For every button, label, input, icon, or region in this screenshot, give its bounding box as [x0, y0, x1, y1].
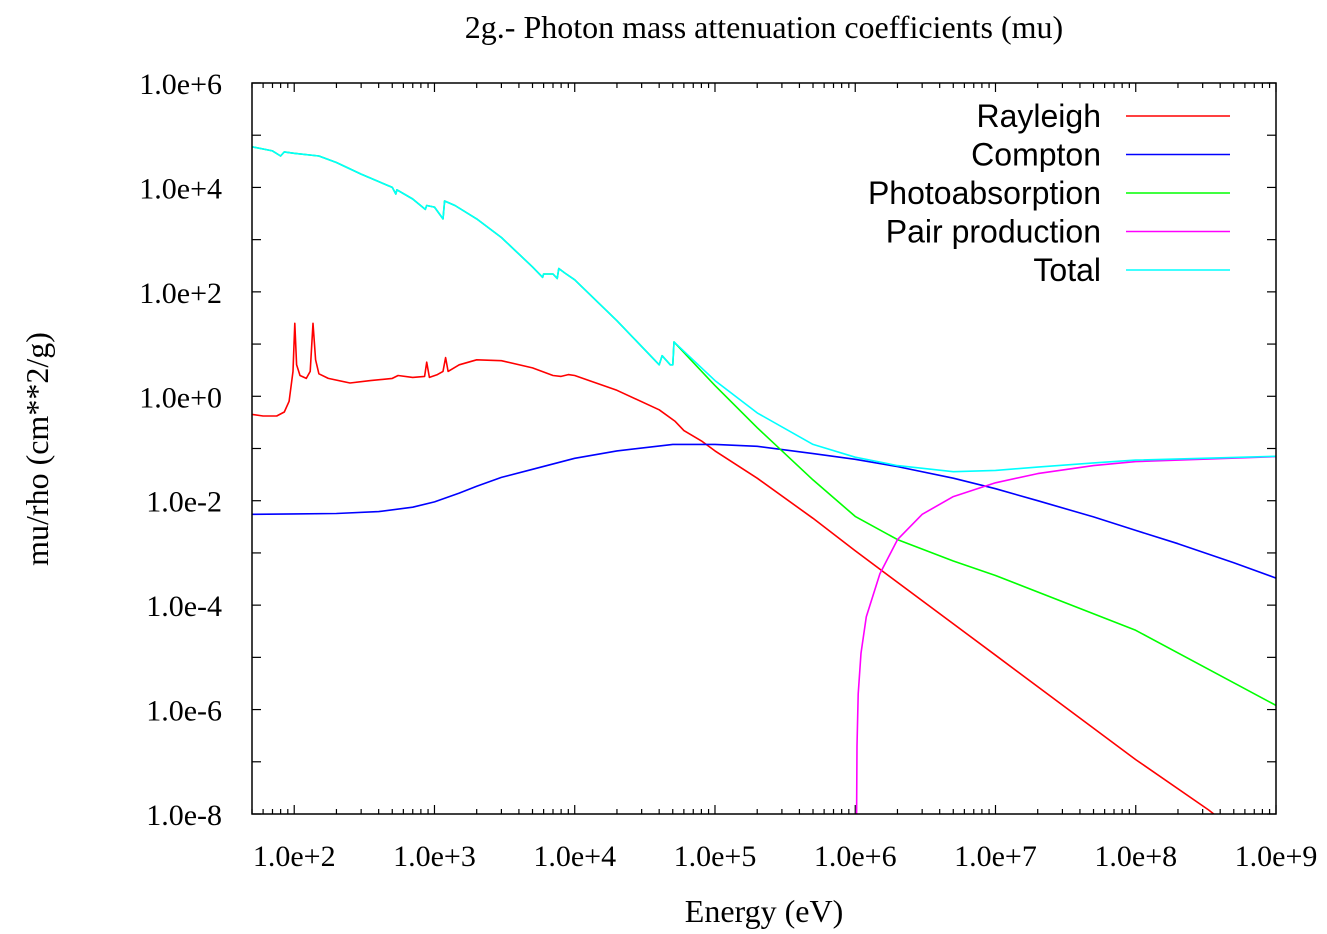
legend-label-photoabsorption: Photoabsorption — [868, 175, 1101, 211]
x-tick-label: 1.0e+3 — [393, 840, 476, 873]
series-line-total — [252, 146, 1276, 473]
y-tick-label: 1.0e+4 — [139, 172, 222, 205]
y-tick-label: 1.0e+2 — [139, 277, 222, 310]
x-axis-label: Energy (eV) — [685, 893, 843, 929]
tick-labels: 1.0e+2 1.0e+3 1.0e+4 1.0e+5 1.0e+6 1.0e+7 1.0e… — [139, 68, 1317, 873]
series-lines — [252, 146, 1276, 814]
legend-label-compton: Compton — [971, 137, 1101, 173]
series-line-rayleigh — [252, 322, 1215, 814]
y-tick-label: 1.0e+0 — [139, 381, 222, 414]
x-tick-label: 1.0e+6 — [814, 840, 897, 873]
x-tick-label: 1.0e+4 — [533, 840, 616, 873]
x-tick-label: 1.0e+2 — [253, 840, 336, 873]
x-tick-label: 1.0e+7 — [954, 840, 1037, 873]
legend-label-rayleigh: Rayleigh — [976, 98, 1101, 134]
plot-frame — [251, 82, 1277, 815]
y-tick-label: 1.0e+6 — [139, 68, 222, 101]
chart-title: 2g.- Photon mass attenuation coefficient… — [465, 9, 1063, 45]
y-tick-label: 1.0e-8 — [146, 799, 222, 832]
x-tick-label: 1.0e+9 — [1235, 840, 1318, 873]
y-tick-label: 1.0e-6 — [146, 695, 222, 728]
series-line-compton — [252, 443, 1276, 579]
legend-label-pair-production: Pair production — [886, 214, 1101, 250]
y-tick-label: 1.0e-2 — [146, 486, 222, 519]
y-tick-label: 1.0e-4 — [146, 590, 222, 623]
x-tick-label: 1.0e+5 — [674, 840, 757, 873]
x-tick-label: 1.0e+8 — [1094, 840, 1177, 873]
legend-label-total: Total — [1033, 252, 1101, 288]
series-line-pair-production — [855, 455, 1276, 814]
y-axis-label: mu/rho (cm**2/g) — [19, 332, 55, 566]
